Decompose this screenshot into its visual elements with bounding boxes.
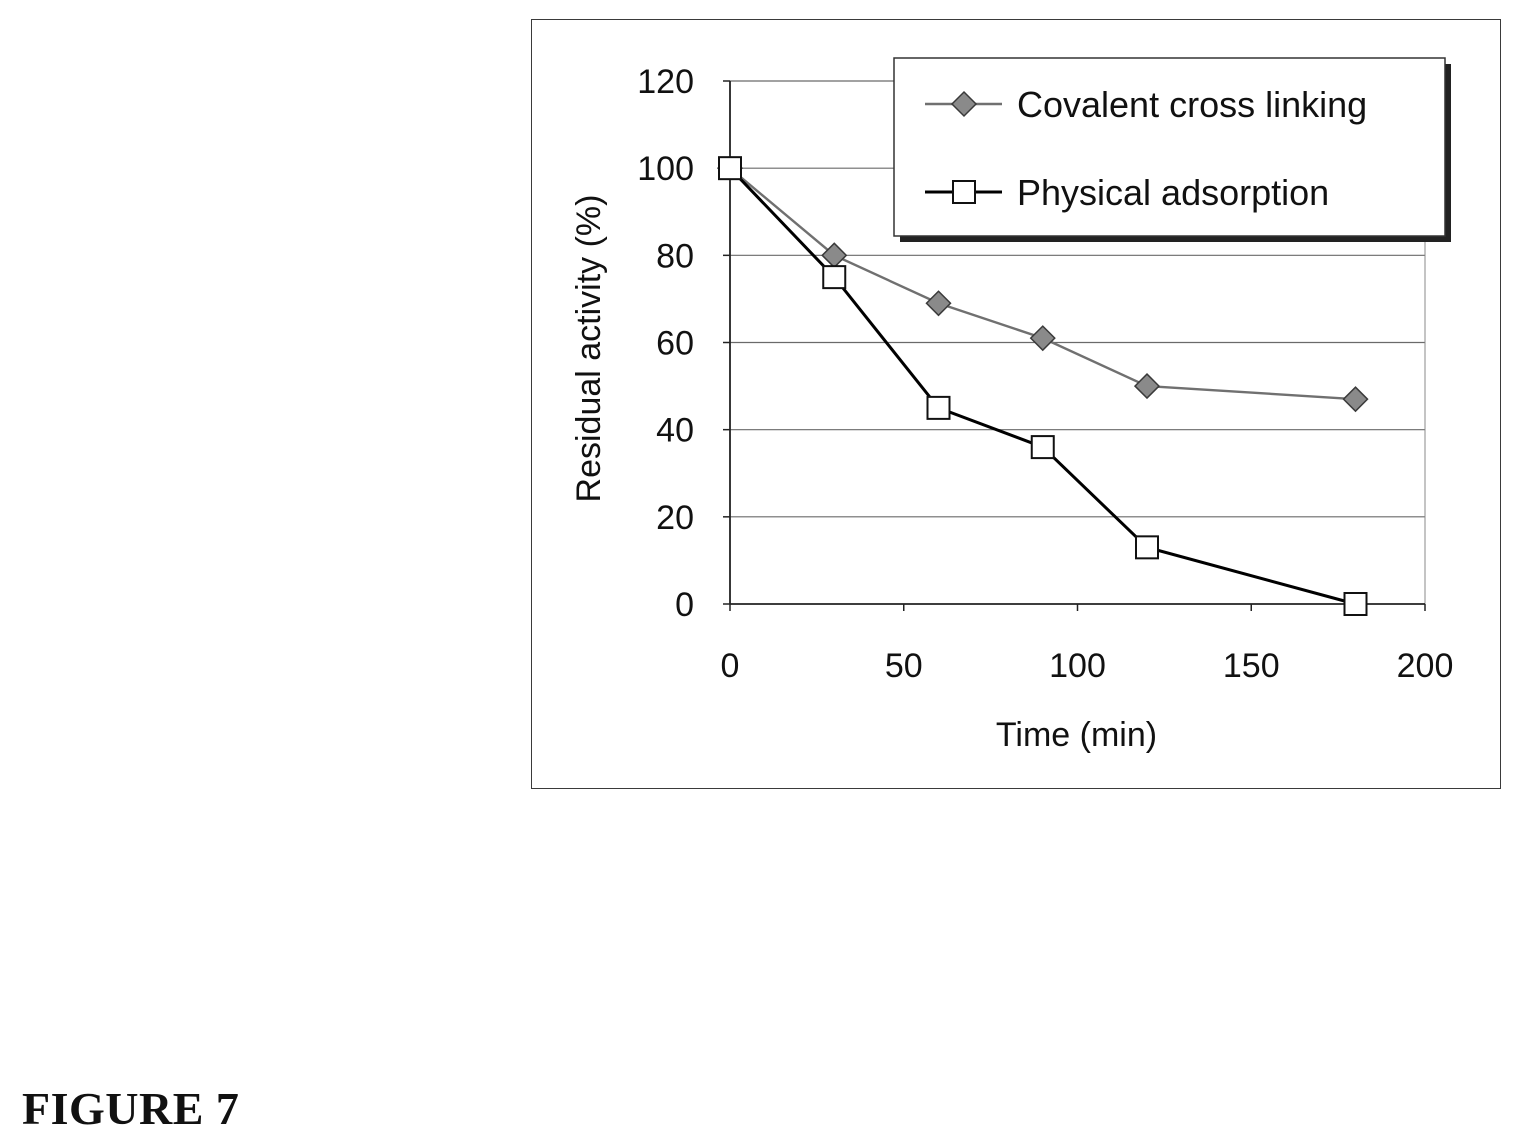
figure-caption: FIGURE 7 — [22, 1083, 240, 1134]
legend-label: Physical adsorption — [1017, 172, 1329, 213]
data-point-square — [1135, 535, 1159, 560]
y-tick-label: 60 — [656, 325, 694, 363]
series-line — [729, 167, 1356, 401]
data-point-square — [1343, 592, 1368, 616]
legend-marker-square — [952, 180, 976, 204]
legend-item-2: Physical adsorption — [925, 172, 1329, 213]
y-axis-title: Residual activity (%) — [570, 195, 608, 503]
legend-box — [893, 57, 1446, 237]
legend-item-1: Covalent cross linking — [925, 84, 1367, 125]
series-line — [728, 167, 1356, 606]
x-tick-label: 100 — [1049, 647, 1106, 685]
data-point-diamond — [925, 290, 952, 317]
x-axis-title: Time (min) — [996, 716, 1157, 754]
legend: Covalent cross linking Physical adsorptio… — [893, 57, 1451, 242]
y-tick-label: 20 — [656, 499, 694, 537]
data-point-diamond — [1342, 386, 1369, 413]
data-point-square — [926, 395, 951, 420]
data-point-diamond — [1029, 325, 1056, 352]
y-tick-label: 40 — [656, 412, 694, 450]
series-2 — [718, 156, 1368, 616]
data-point-square — [822, 265, 847, 290]
y-tick-label: 80 — [656, 237, 694, 275]
x-tick-label: 50 — [885, 647, 923, 685]
data-point-square — [718, 156, 742, 181]
tick-labels: 0 20 40 60 80 100 120 0 50 100 150 200 — [637, 63, 1453, 685]
y-tick-label: 120 — [637, 63, 694, 101]
x-tick-label: 200 — [1397, 647, 1454, 685]
legend-label: Covalent cross linking — [1017, 84, 1367, 125]
y-tick-label: 0 — [675, 586, 694, 624]
x-tick-label: 0 — [721, 647, 740, 685]
legend-marker-diamond — [950, 90, 978, 118]
y-tick-label: 100 — [637, 150, 694, 188]
x-tick-label: 150 — [1223, 647, 1280, 685]
data-point-diamond — [1133, 373, 1161, 400]
series-layer — [716, 155, 1369, 616]
data-point-square — [1030, 435, 1055, 460]
